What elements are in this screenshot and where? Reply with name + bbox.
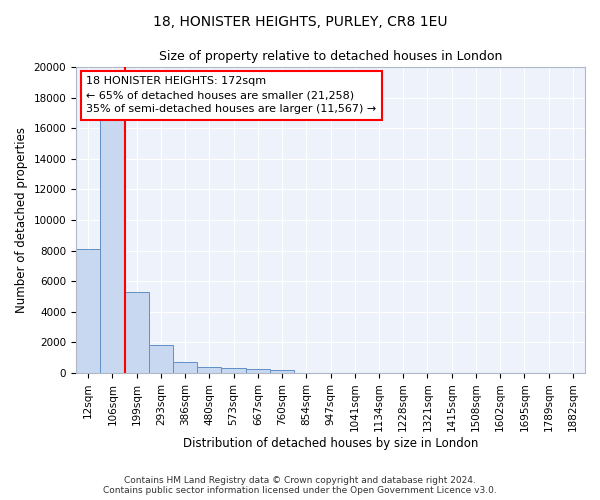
Bar xyxy=(245,369,270,373)
Bar xyxy=(173,362,197,373)
Bar xyxy=(76,249,100,373)
Bar xyxy=(197,367,221,373)
Bar xyxy=(270,370,294,373)
Bar xyxy=(149,346,173,373)
X-axis label: Distribution of detached houses by size in London: Distribution of detached houses by size … xyxy=(183,437,478,450)
Bar xyxy=(221,368,245,373)
Y-axis label: Number of detached properties: Number of detached properties xyxy=(15,127,28,313)
Text: Contains HM Land Registry data © Crown copyright and database right 2024.
Contai: Contains HM Land Registry data © Crown c… xyxy=(103,476,497,495)
Title: Size of property relative to detached houses in London: Size of property relative to detached ho… xyxy=(159,50,502,63)
Text: 18 HONISTER HEIGHTS: 172sqm
← 65% of detached houses are smaller (21,258)
35% of: 18 HONISTER HEIGHTS: 172sqm ← 65% of det… xyxy=(86,76,376,114)
Bar xyxy=(100,118,125,373)
Bar xyxy=(125,292,149,373)
Text: 18, HONISTER HEIGHTS, PURLEY, CR8 1EU: 18, HONISTER HEIGHTS, PURLEY, CR8 1EU xyxy=(153,15,447,29)
